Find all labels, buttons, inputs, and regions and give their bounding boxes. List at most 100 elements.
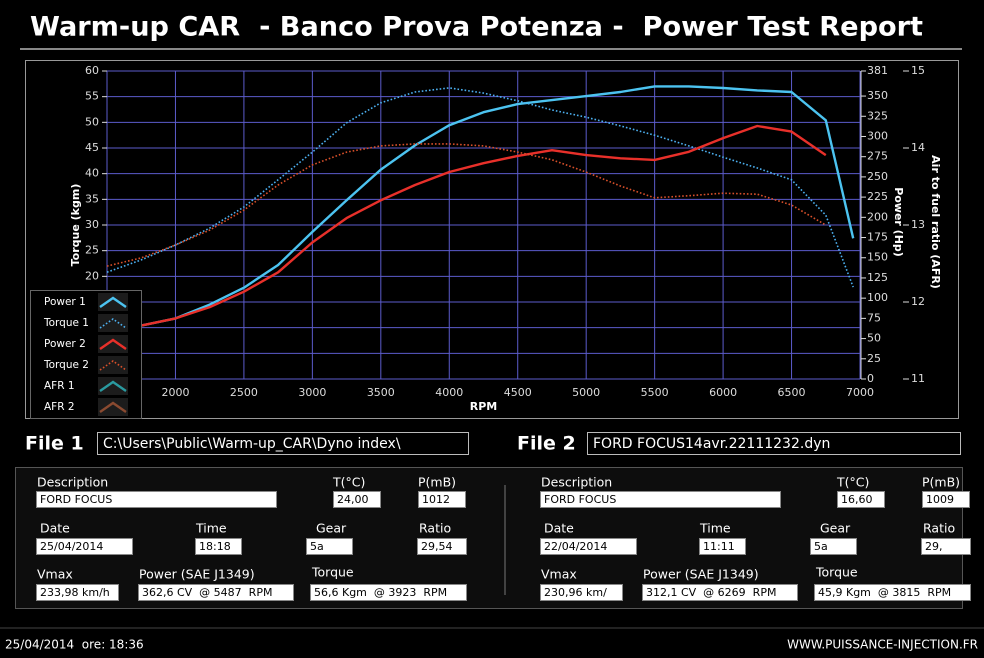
field-value: 1009: [926, 493, 954, 506]
field-box: [810, 538, 857, 555]
file-path-box: [587, 432, 961, 455]
y-tick-label: 30: [85, 218, 99, 231]
x-tick-label: 6000: [709, 386, 737, 399]
y2-tick-label: 325: [867, 109, 888, 122]
y2-tick-label: 381: [867, 64, 888, 77]
x-tick-label: 4500: [504, 386, 532, 399]
legend-label: Power 2: [44, 338, 86, 350]
legend-swatch: [99, 360, 127, 371]
legend-swatch: [99, 380, 127, 392]
x-tick-label: 3000: [298, 386, 326, 399]
file-bar: File 1 C:\Users\Public\Warm-up_CAR\Dyno i…: [25, 432, 961, 455]
field-box: [418, 491, 466, 508]
field-label: Vmax: [541, 567, 577, 582]
legend-box: [30, 290, 142, 419]
test-panels: Description FORD FOCUS T(°C) 24,00 P(mB) 1012…: [36, 475, 971, 601]
y2-tick-label: 350: [867, 89, 888, 102]
y2-tick-label: 50: [867, 332, 881, 345]
x-tick-label: 4000: [435, 386, 463, 399]
legend-swatch-box: [98, 377, 128, 395]
field-value: 29,54: [421, 540, 453, 553]
y3-tick-label: 11: [911, 372, 925, 385]
legend-swatch-box: [98, 398, 128, 416]
field-box: [417, 538, 467, 555]
field-label: Vmax: [37, 567, 73, 582]
field-value: 312,1 CV @ 6269 RPM: [646, 586, 776, 599]
field-box: [306, 538, 353, 555]
legend-swatch: [99, 401, 127, 413]
legend-label: AFR 2: [44, 401, 75, 413]
field-value: 1012: [422, 493, 450, 506]
file-label: File 1: [25, 433, 84, 455]
field-label: Date: [544, 521, 574, 536]
field-box: [310, 584, 467, 601]
series-line: [106, 124, 827, 334]
y-tick-label: 60: [85, 64, 99, 77]
x-axis-title: RPM: [470, 400, 497, 413]
field-label: T(°C): [836, 475, 869, 490]
field-box: [138, 584, 294, 601]
series-line: [106, 87, 854, 288]
series-line: [106, 85, 855, 335]
field-label: Power (SAE J1349): [139, 567, 255, 582]
y-tick-label: 20: [85, 269, 99, 282]
field-label: Gear: [820, 521, 851, 536]
field-value: 45,9 Kgm @ 3815 RPM: [818, 586, 951, 599]
y-tick-label: 25: [85, 244, 99, 257]
field-label: Power (SAE J1349): [643, 567, 759, 582]
y2-tick-label: 150: [867, 251, 888, 264]
file-path: FORD FOCUS14avr.22111232.dyn: [593, 436, 830, 452]
field-box: [814, 584, 971, 601]
y2-tick-label: 275: [867, 150, 888, 163]
field-box: [837, 491, 885, 508]
field-value: 24,00: [337, 493, 369, 506]
y2-tick-label: 250: [867, 170, 888, 183]
y3-tick-label: 14: [911, 141, 925, 154]
legend-label: Torque 1: [43, 317, 89, 329]
field-box: [333, 491, 381, 508]
file-path: C:\Users\Public\Warm-up_CAR\Dyno index\: [103, 436, 401, 452]
status-datetime: 25/04/2014 ore: 18:36: [5, 638, 144, 652]
y3-tick-label: 12: [911, 295, 925, 308]
x-tick-label: 2000: [161, 386, 189, 399]
field-label: Ratio: [923, 521, 955, 536]
field-label: Description: [541, 475, 612, 490]
field-label: Description: [37, 475, 108, 490]
legend-swatch: [99, 318, 127, 329]
y3-axis-title: Air to fuel ratio (AFR): [929, 155, 942, 289]
field-label: Torque: [815, 565, 858, 580]
field-box: [642, 584, 798, 601]
field-value: 22/04/2014: [544, 540, 607, 553]
field-box: [922, 491, 970, 508]
field-label: P(mB): [418, 475, 456, 490]
field-value: 362,6 CV @ 5487 RPM: [142, 586, 272, 599]
field-value: 56,6 Kgm @ 3923 RPM: [314, 586, 447, 599]
x-tick-label: 2500: [230, 386, 258, 399]
field-box: [540, 584, 623, 601]
legend-swatch: [99, 338, 127, 350]
field-label: Torque: [311, 565, 354, 580]
field-value: FORD FOCUS: [544, 493, 616, 506]
x-tick-label: 7000: [846, 386, 874, 399]
field-label: Ratio: [419, 521, 451, 536]
y-tick-label: 50: [85, 115, 99, 128]
field-value: 5a: [814, 540, 828, 553]
y2-tick-label: 200: [867, 210, 888, 223]
y-tick-label: 45: [85, 141, 99, 154]
field-value: 16,60: [841, 493, 873, 506]
field-box: [36, 538, 133, 555]
field-value: 233,98 km/h: [40, 586, 110, 599]
field-box: [540, 538, 637, 555]
y2-tick-label: 175: [867, 231, 888, 244]
field-value: 18:18: [199, 540, 231, 553]
y2-tick-label: 225: [867, 190, 888, 203]
field-box: [36, 491, 277, 508]
y2-tick-label: 300: [867, 129, 888, 142]
field-label: Gear: [316, 521, 347, 536]
y2-tick-label: 100: [867, 291, 888, 304]
field-box: [36, 584, 119, 601]
field-label: Time: [195, 521, 227, 536]
status-website: WWW.PUISSANCE-INJECTION.FR: [787, 638, 978, 652]
field-box: [921, 538, 971, 555]
field-label: T(°C): [332, 475, 365, 490]
